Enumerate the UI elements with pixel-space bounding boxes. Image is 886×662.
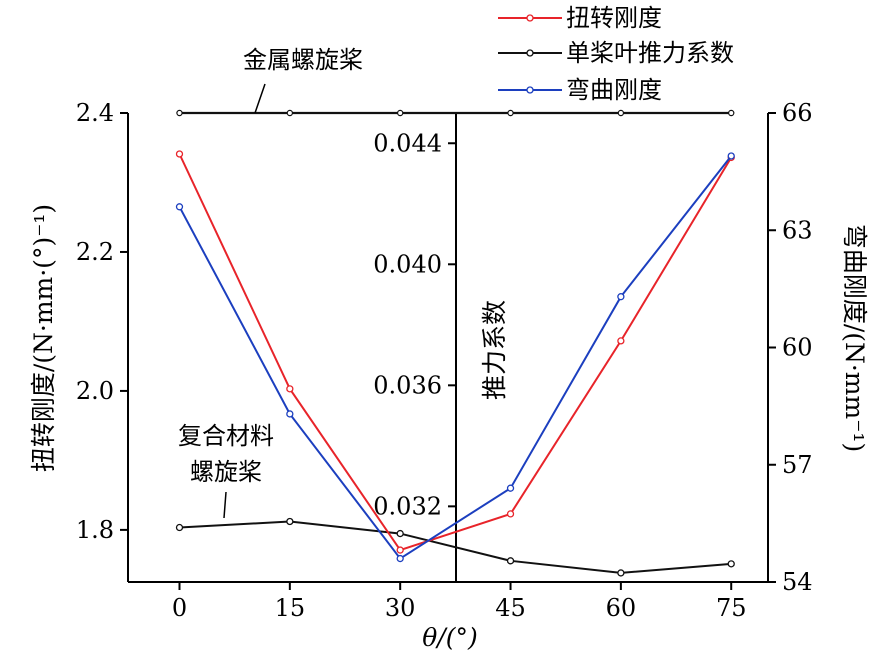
series-inner-point-3 — [506, 557, 515, 565]
x-tick-label-1: 15 — [275, 594, 306, 622]
series-right-point-4 — [617, 293, 625, 301]
series-left-point-3 — [506, 510, 515, 518]
metal-propeller-point-5 — [728, 109, 735, 117]
x-axis-title: θ/(°) — [422, 623, 477, 652]
right-axis-title: 弯曲刚度/(N·mm⁻¹) — [840, 224, 869, 452]
series-left-point-4 — [617, 337, 625, 345]
series-inner — [175, 517, 735, 577]
series-right — [175, 152, 735, 563]
series-inner-point-2 — [396, 529, 404, 538]
legend-item-torsion: 扭转刚度 — [498, 4, 662, 32]
annotation-metal-propeller: 金属螺旋桨 — [243, 46, 363, 74]
legend-label-torsion: 扭转刚度 — [566, 4, 662, 32]
metal-propeller-point-2 — [396, 109, 404, 117]
legend-marker-bending — [526, 86, 534, 94]
legend-marker-thrust — [526, 49, 534, 57]
left-axis-title: 扭转刚度/(N·mm·(°)⁻¹) — [29, 204, 58, 472]
right-tick-label-2: 60 — [782, 334, 813, 362]
series-left-point-0 — [175, 150, 184, 158]
inner-tick-label-2: 0.040 — [373, 250, 442, 278]
right-tick-label-4: 66 — [782, 99, 813, 127]
metal-propeller-line — [176, 109, 735, 117]
right-tick-label-1: 57 — [782, 451, 813, 479]
x-tick-label-4: 60 — [606, 594, 637, 622]
series-right-point-1 — [286, 410, 294, 418]
series-right-point-3 — [506, 484, 515, 492]
legend-item-bending: 弯曲刚度 — [498, 76, 662, 104]
series-left-point-1 — [286, 385, 294, 393]
right-tick-label-0: 54 — [782, 568, 813, 596]
metal-propeller-point-1 — [286, 109, 294, 117]
series-layer — [175, 150, 735, 577]
annotation-composite-leader — [223, 491, 227, 519]
series-left — [175, 150, 735, 554]
series-inner-line — [179, 520, 732, 574]
legend-label-thrust: 单桨叶推力系数 — [566, 39, 734, 67]
legend-marker-torsion — [526, 14, 534, 22]
metal-propeller-point-4 — [617, 109, 625, 117]
legend-label-bending: 弯曲刚度 — [566, 76, 662, 104]
inner-axis-ticks: 0.032 0.036 0.040 0.044 — [373, 129, 456, 520]
left-tick-label-2: 2.2 — [76, 238, 114, 266]
inner-tick-label-3: 0.044 — [373, 129, 442, 157]
series-inner-point-4 — [617, 569, 625, 577]
legend-item-thrust: 单桨叶推力系数 — [498, 39, 734, 67]
series-left-line — [178, 153, 733, 552]
right-tick-label-3: 63 — [782, 216, 813, 244]
left-tick-label-3: 2.4 — [76, 99, 114, 127]
legend: 扭转刚度 单桨叶推力系数 弯曲刚度 — [498, 4, 734, 104]
x-tick-label-0: 0 — [172, 594, 187, 622]
left-tick-label-0: 1.8 — [76, 516, 114, 544]
series-inner-point-5 — [727, 560, 735, 568]
x-tick-label-3: 45 — [495, 594, 526, 622]
annotation-metal-leader — [254, 83, 266, 114]
series-right-point-5 — [727, 152, 735, 160]
inner-tick-label-1: 0.036 — [373, 371, 442, 399]
inner-tick-label-0: 0.032 — [373, 492, 442, 520]
metal-propeller-point-0 — [176, 109, 183, 117]
x-tick-label-5: 75 — [716, 594, 747, 622]
inner-axis-title: 推力系数 — [480, 300, 509, 400]
right-axis-ticks: 54 57 60 63 66 — [768, 99, 813, 596]
annotation-composite-line2: 螺旋桨 — [190, 458, 262, 486]
series-right-point-2 — [396, 554, 404, 563]
left-tick-label-1: 2.0 — [76, 377, 114, 405]
series-inner-point-1 — [286, 517, 294, 526]
x-tick-label-2: 30 — [385, 594, 416, 622]
annotation-composite-line1: 复合材料 — [178, 422, 274, 450]
series-inner-point-0 — [175, 523, 184, 532]
left-axis-ticks: 1.8 2.0 2.2 2.4 — [76, 99, 128, 544]
metal-propeller-point-3 — [507, 109, 514, 117]
series-left-point-2 — [396, 546, 404, 554]
series-right-point-0 — [175, 203, 184, 211]
series-right-line — [178, 155, 733, 560]
x-axis-ticks: 0 15 30 45 60 75 — [172, 582, 747, 622]
